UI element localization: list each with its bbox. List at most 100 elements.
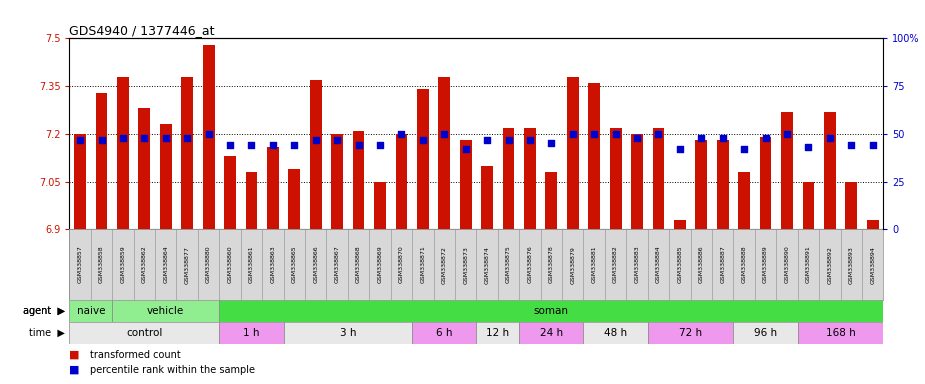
Bar xyxy=(803,182,814,229)
Bar xyxy=(69,322,219,344)
Point xyxy=(394,131,409,137)
Bar xyxy=(310,80,322,229)
Bar xyxy=(284,229,305,300)
Bar xyxy=(413,229,434,300)
Point xyxy=(308,137,323,143)
Bar xyxy=(177,229,198,300)
Text: GSM338892: GSM338892 xyxy=(827,246,832,283)
Text: GSM338884: GSM338884 xyxy=(656,246,661,283)
Point xyxy=(672,146,687,152)
Text: 1 h: 1 h xyxy=(243,328,260,338)
Bar xyxy=(631,134,643,229)
Text: GSM338889: GSM338889 xyxy=(763,246,768,283)
Bar xyxy=(460,140,472,229)
Bar xyxy=(69,229,91,300)
Text: GSM338878: GSM338878 xyxy=(549,246,554,283)
Bar xyxy=(841,229,862,300)
Text: GSM338886: GSM338886 xyxy=(698,246,704,283)
Point xyxy=(523,137,537,143)
Bar xyxy=(438,76,450,229)
Bar xyxy=(759,137,771,229)
Point xyxy=(373,142,388,149)
Point xyxy=(137,135,152,141)
Bar xyxy=(546,172,557,229)
Bar xyxy=(648,229,669,300)
Bar xyxy=(91,229,112,300)
Text: GSM338873: GSM338873 xyxy=(463,246,468,283)
Point xyxy=(329,137,344,143)
Point xyxy=(501,137,516,143)
Point xyxy=(758,135,773,141)
Bar xyxy=(181,76,193,229)
Text: time  ▶: time ▶ xyxy=(29,328,65,338)
Text: GSM338870: GSM338870 xyxy=(399,246,404,283)
Bar xyxy=(519,322,584,344)
Point xyxy=(736,146,751,152)
Point xyxy=(780,131,795,137)
Bar xyxy=(584,322,647,344)
Point xyxy=(265,142,280,149)
Text: GSM338871: GSM338871 xyxy=(420,246,426,283)
Point xyxy=(609,131,623,137)
Text: GSM338874: GSM338874 xyxy=(485,246,489,283)
Point xyxy=(179,135,194,141)
Text: GSM338879: GSM338879 xyxy=(571,246,575,283)
Bar xyxy=(626,229,647,300)
Text: GSM338860: GSM338860 xyxy=(228,246,232,283)
Point xyxy=(480,137,495,143)
Bar xyxy=(95,93,107,229)
Bar xyxy=(867,220,879,229)
Point xyxy=(223,142,238,149)
Text: 96 h: 96 h xyxy=(754,328,777,338)
Bar xyxy=(305,229,327,300)
Text: transformed count: transformed count xyxy=(90,350,180,360)
Text: GSM338880: GSM338880 xyxy=(206,246,211,283)
Bar xyxy=(502,127,514,229)
Bar xyxy=(481,166,493,229)
Point xyxy=(865,142,880,149)
Point xyxy=(565,131,580,137)
Text: GSM338894: GSM338894 xyxy=(870,246,875,283)
Point xyxy=(694,135,709,141)
Bar xyxy=(219,229,240,300)
Bar xyxy=(712,229,734,300)
Text: GSM338857: GSM338857 xyxy=(78,246,82,283)
Bar xyxy=(781,112,793,229)
Bar xyxy=(540,229,562,300)
Bar xyxy=(696,140,708,229)
Text: GSM338876: GSM338876 xyxy=(527,246,533,283)
Text: GDS4940 / 1377446_at: GDS4940 / 1377446_at xyxy=(69,24,215,37)
Text: GSM338875: GSM338875 xyxy=(506,246,511,283)
Text: agent  ▶: agent ▶ xyxy=(23,306,65,316)
Text: GSM338882: GSM338882 xyxy=(613,246,618,283)
Text: agent  ▶: agent ▶ xyxy=(23,306,65,316)
Bar xyxy=(567,76,579,229)
Text: percentile rank within the sample: percentile rank within the sample xyxy=(90,365,254,375)
Bar xyxy=(652,127,664,229)
Text: GSM338872: GSM338872 xyxy=(442,246,447,283)
Bar xyxy=(734,322,797,344)
Bar xyxy=(417,89,428,229)
Text: 72 h: 72 h xyxy=(679,328,702,338)
Bar xyxy=(331,134,343,229)
Bar xyxy=(198,229,219,300)
Point xyxy=(844,142,858,149)
Bar xyxy=(374,182,386,229)
Bar xyxy=(588,83,600,229)
Bar xyxy=(605,229,626,300)
Bar xyxy=(69,300,112,322)
Bar xyxy=(139,108,150,229)
Bar xyxy=(267,147,278,229)
Bar xyxy=(352,131,364,229)
Point xyxy=(630,135,645,141)
Text: GSM338868: GSM338868 xyxy=(356,246,361,283)
Bar xyxy=(219,322,284,344)
Text: GSM338858: GSM338858 xyxy=(99,246,104,283)
Bar xyxy=(289,169,301,229)
Bar xyxy=(845,182,857,229)
Bar xyxy=(862,229,883,300)
Bar xyxy=(396,134,407,229)
Text: ■: ■ xyxy=(69,365,80,375)
Point xyxy=(715,135,730,141)
Bar xyxy=(284,322,413,344)
